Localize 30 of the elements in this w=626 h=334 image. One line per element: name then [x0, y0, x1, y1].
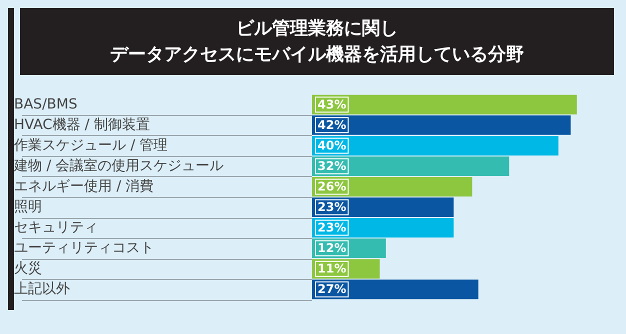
data-label: 12% — [318, 240, 346, 255]
bar — [312, 280, 478, 300]
y-tick-label: 照明 — [14, 198, 42, 215]
y-tick-label: エネルギー使用 / 消費 — [14, 178, 154, 194]
y-tick-label: 建物 / 会議室の使用スケジュール — [13, 158, 224, 174]
chart-title: ビル管理業務に関し — [235, 17, 399, 41]
data-label: 40% — [318, 138, 346, 152]
bar — [312, 136, 558, 156]
data-label: 11% — [318, 261, 346, 276]
data-label: 27% — [318, 282, 346, 296]
chart-subtitle: データアクセスにモバイル機器を活用している分野 — [109, 43, 525, 67]
y-tick-label: BAS/BMS — [14, 96, 78, 112]
bar — [312, 156, 510, 176]
bar — [312, 115, 571, 135]
y-tick-label: ユーティリティコスト — [14, 240, 154, 256]
y-tick-label: セキュリティ — [14, 219, 98, 236]
bar — [312, 94, 577, 114]
data-label: 23% — [318, 220, 346, 234]
bar — [312, 198, 454, 218]
data-label: 26% — [318, 179, 346, 194]
y-tick-label: 火災 — [14, 260, 42, 276]
y-tick-label: HVAC機器 / 制御装置 — [14, 116, 150, 133]
data-label: 42% — [318, 118, 346, 132]
y-tick-label: 作業スケジュール / 管理 — [13, 137, 168, 154]
bar — [312, 218, 454, 238]
data-label: 32% — [318, 158, 346, 173]
y-tick-label: 上記以外 — [14, 280, 70, 297]
data-label: 43% — [318, 97, 346, 112]
data-label: 23% — [318, 200, 346, 214]
bar — [312, 176, 472, 196]
